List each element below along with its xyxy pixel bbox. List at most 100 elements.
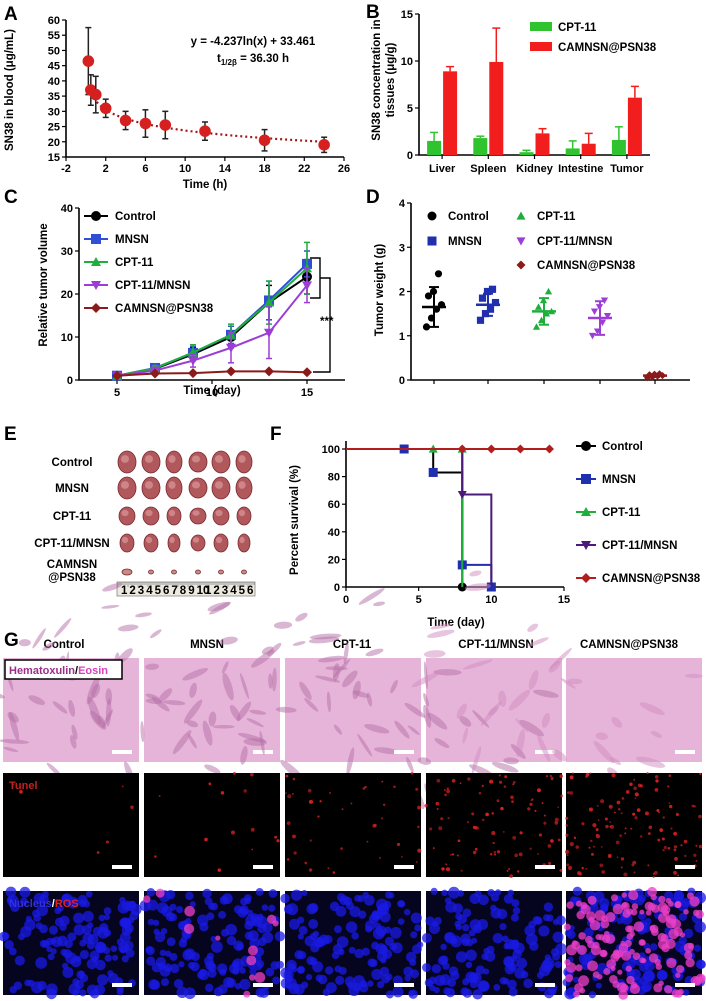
g-he-texture	[519, 719, 544, 737]
d-ytick-label: 2	[399, 287, 405, 299]
g-ros-dot	[674, 901, 681, 908]
g-tunel-dot	[478, 791, 482, 795]
b-ylabel-line1: SN38 concentration in	[371, 19, 383, 140]
g-nucleus-dot	[516, 957, 528, 969]
g-nucleus-dot	[462, 923, 470, 932]
g-he-texture	[42, 642, 56, 651]
g-he-texture	[186, 720, 199, 728]
g-nucleus-dot	[50, 948, 57, 955]
g-nucleus-dot	[554, 960, 562, 969]
g-nucleus-dot	[297, 916, 305, 924]
g-tunel-dot	[608, 804, 613, 809]
g-tunel-dot	[503, 831, 505, 833]
g-nucleus-dot	[190, 952, 200, 962]
d-ylabel: Tumor weight (g)	[374, 244, 386, 337]
g-ros-dot	[618, 990, 629, 1000]
g-tunel-dot	[536, 788, 541, 793]
g-nucleus-dot	[664, 891, 674, 901]
g-nucleus-dot	[512, 906, 521, 915]
g-nucleus-dot	[178, 961, 185, 968]
g-he-texture	[97, 715, 106, 729]
g-nucleus-dot	[30, 981, 43, 994]
e-ruler-digit: 1	[205, 585, 212, 597]
g-nucleus-dot	[82, 932, 94, 944]
g-tunel-dot	[624, 827, 627, 830]
g-tunel-dot	[441, 867, 445, 871]
g-nucleus-dot	[154, 931, 166, 943]
g-tunel-dot	[417, 825, 420, 829]
g-nucleus-dot	[460, 933, 471, 944]
d-data-point	[544, 287, 553, 295]
a-xtick-label: 6	[142, 163, 148, 175]
e-tumor-highlight	[192, 510, 200, 516]
c-legend-label: CPT-11/MNSN	[115, 280, 190, 292]
g-nucleus-dot	[357, 895, 365, 903]
g-nucleus-dot	[96, 946, 104, 954]
g-tunel-dot	[564, 849, 569, 854]
g-ros-dot	[243, 990, 251, 998]
b-bar	[519, 152, 534, 155]
a-fit-curve	[92, 97, 323, 143]
g-tunel-dot	[512, 780, 516, 784]
g-tunel-dot	[396, 842, 401, 847]
g-nucleus-dot	[477, 980, 489, 992]
g-tunel-dot	[503, 785, 507, 788]
g-he-texture	[145, 693, 160, 700]
d-data-point	[434, 270, 443, 278]
g-nucleus-dot	[695, 959, 706, 969]
g-tunel-dot	[615, 840, 620, 845]
g-tunel-dot	[634, 816, 638, 820]
e-ruler-digit: 2	[129, 585, 135, 597]
f-legend-label: Control	[602, 441, 643, 453]
d-data-point	[534, 303, 543, 310]
d-data-point	[478, 294, 487, 302]
g-tunel-dot	[307, 788, 312, 793]
a-data-point	[199, 125, 211, 137]
g-he-texture	[212, 725, 235, 729]
g-ros-dot	[606, 959, 616, 969]
g-tunel-dot	[673, 870, 677, 875]
g-nucleus-dot	[185, 891, 194, 901]
g-tunel-dot	[573, 836, 577, 839]
g-he-texture	[346, 747, 355, 775]
g-tunel-dot	[466, 821, 470, 824]
g-ros-dot	[629, 948, 635, 955]
d-legend-label: Control	[448, 211, 489, 223]
g-nucleus-dot	[567, 930, 576, 939]
e-tumor-highlight	[239, 536, 245, 544]
g-he-texture	[249, 709, 267, 715]
g-nucleus-dot	[86, 958, 98, 970]
g-tunel-dot	[663, 845, 667, 850]
g-he-texture	[163, 700, 186, 706]
panel-label-c: C	[4, 187, 18, 208]
g-tunel-dot	[498, 780, 503, 784]
g-he-texture	[462, 659, 493, 670]
g-tunel-dot	[534, 809, 537, 812]
g-nucleus-dot	[325, 966, 334, 975]
c-bracket-large	[313, 277, 331, 373]
e-tumor	[142, 506, 160, 526]
g-ros-dot	[215, 935, 221, 941]
g-tunel-dot	[493, 851, 497, 854]
g-tunel-dot	[317, 815, 320, 818]
g-nucleus-dot	[33, 893, 45, 904]
g-tunel-dot	[130, 805, 134, 809]
a-ylabel: SN38 in blood (μg/mL)	[4, 29, 16, 151]
e-tumor-highlight	[168, 509, 176, 517]
b-bar	[443, 71, 458, 155]
c-series-line	[116, 284, 308, 377]
g-ros-dot	[675, 972, 681, 978]
g-tunel-dot	[220, 791, 225, 795]
g-nucleus-dot	[546, 914, 554, 922]
g-he-texture	[459, 716, 472, 727]
g-nucleus-dot	[163, 963, 173, 973]
g-nucleus-dot	[538, 925, 550, 937]
d-data-point	[590, 308, 599, 316]
a-ytick-label: 55	[48, 30, 60, 42]
g-he-texture	[28, 695, 45, 706]
c-data-point	[226, 366, 236, 377]
a-xtick-label: 10	[179, 163, 191, 175]
f-data-point	[457, 490, 467, 500]
g-nucleus-dot	[77, 894, 88, 905]
